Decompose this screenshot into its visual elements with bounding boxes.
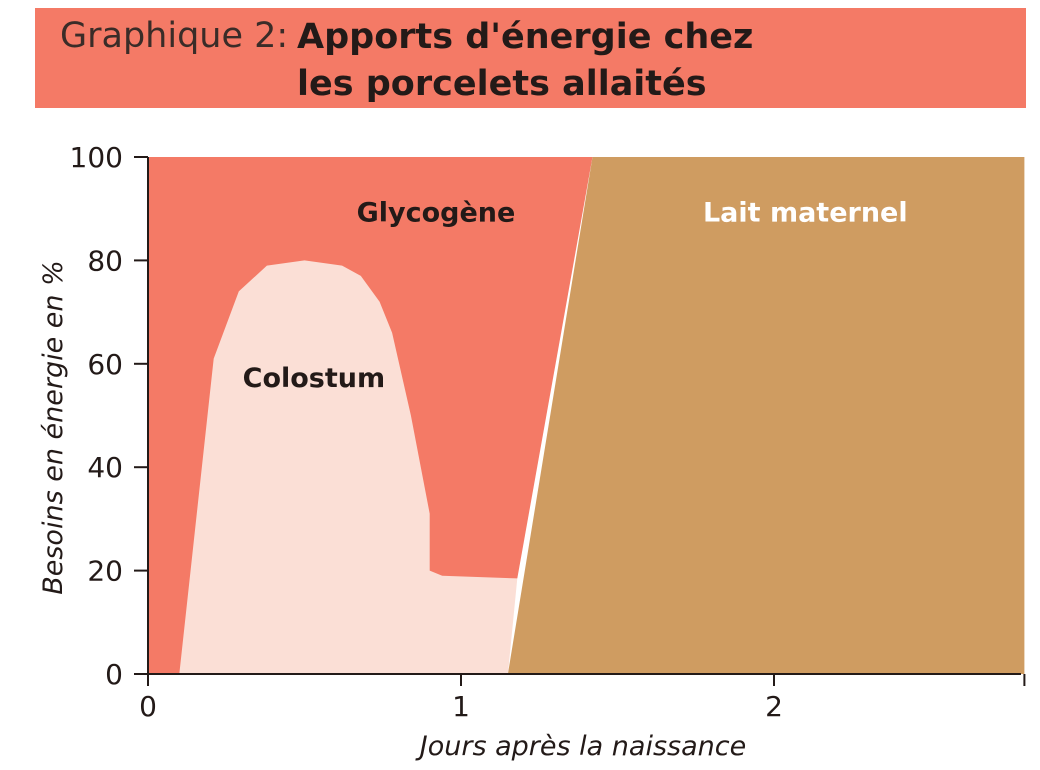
y-tick-label: 0 bbox=[105, 658, 123, 691]
area-colostum bbox=[179, 260, 518, 674]
y-axis-label: Besoins en énergie en % bbox=[38, 260, 69, 595]
chart-title-line-1: Apports d'énergie chez bbox=[297, 17, 754, 57]
x-tick-label: 1 bbox=[452, 690, 470, 723]
y-tick-label: 100 bbox=[70, 141, 123, 174]
y-tick-label: 20 bbox=[87, 555, 123, 588]
chart-title: Apports d'énergie chez les porcelets all… bbox=[297, 14, 753, 108]
area-label-colostum: Colostum bbox=[243, 363, 386, 394]
x-axis-label: Jours après la naissance bbox=[415, 731, 746, 762]
y-tick-label: 60 bbox=[87, 348, 123, 381]
area-label-glycogene: Glycogène bbox=[357, 197, 516, 228]
figure-number: Graphique 2: bbox=[60, 16, 289, 56]
y-tick-label: 80 bbox=[87, 244, 123, 277]
area-label-lait-maternel: Lait maternel bbox=[703, 197, 908, 228]
x-tick-label: 2 bbox=[765, 690, 783, 723]
y-tick-label: 40 bbox=[87, 451, 123, 484]
area-labels: Glycogène Colostum Lait maternel bbox=[243, 197, 908, 393]
x-tick-label: 0 bbox=[139, 690, 157, 723]
axes: 0 20 40 60 80 100 0 1 2 bbox=[70, 141, 1026, 723]
area-layers bbox=[148, 157, 1025, 674]
area-lait-maternel bbox=[507, 157, 1025, 674]
title-banner: Graphique 2: Apports d'énergie chez les … bbox=[35, 8, 1026, 108]
chart-title-line-2: les porcelets allaités bbox=[297, 64, 707, 104]
